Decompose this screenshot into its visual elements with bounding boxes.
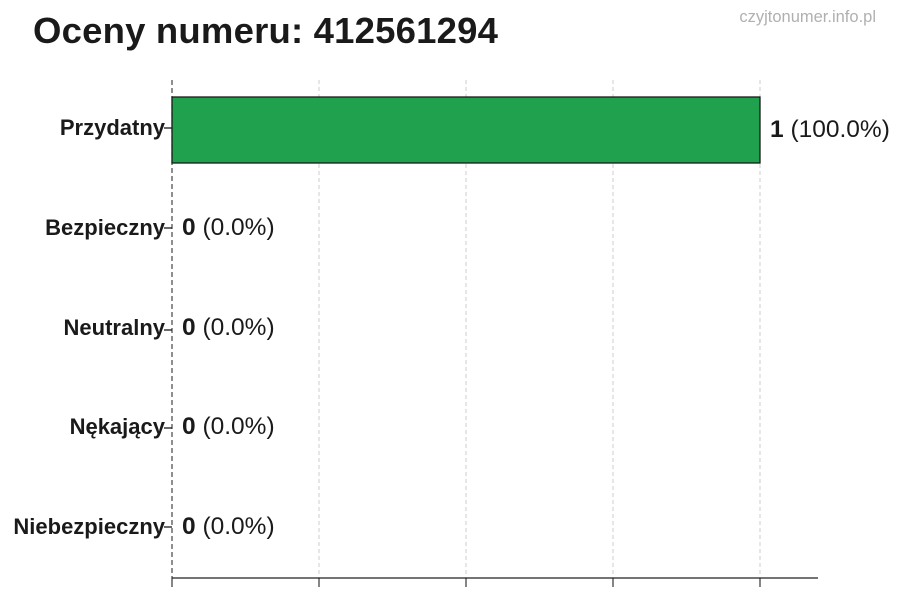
svg-text:Bezpieczny: Bezpieczny [45,215,166,240]
svg-text:0 (0.0%): 0 (0.0%) [182,413,275,440]
svg-text:0 (0.0%): 0 (0.0%) [182,214,275,241]
svg-text:Niebezpieczny: Niebezpieczny [13,514,165,539]
svg-text:0 (0.0%): 0 (0.0%) [182,314,275,341]
svg-text:1 (100.0%): 1 (100.0%) [770,116,890,143]
svg-text:Przydatny: Przydatny [60,115,166,140]
svg-text:0 (0.0%): 0 (0.0%) [182,513,275,540]
svg-text:Neutralny: Neutralny [64,315,166,340]
svg-text:Nękający: Nękający [70,414,166,439]
